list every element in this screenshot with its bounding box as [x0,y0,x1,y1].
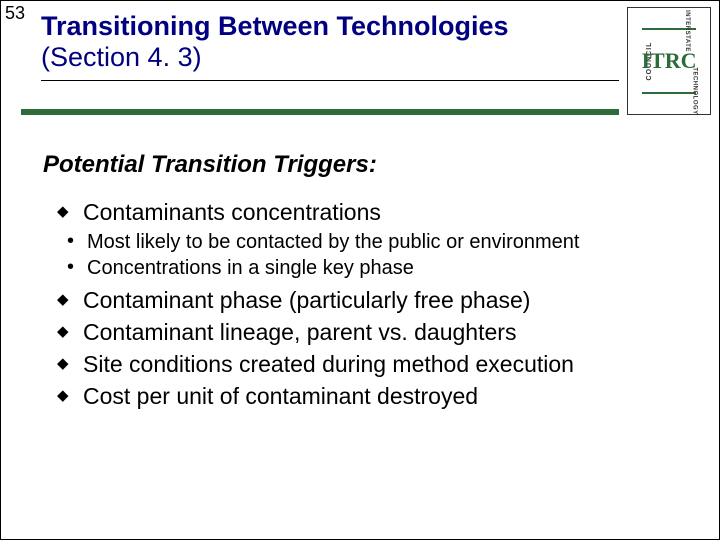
bullet-text: Site conditions created during method ex… [83,351,574,377]
sub-list: Most likely to be contacted by the publi… [57,229,689,281]
bullet-text: Contaminant lineage, parent vs. daughter… [83,319,516,345]
itrc-logo: COUNCIL ITRC INTERSTATE TECHNOLOGY [627,7,711,115]
slide-content: Potential Transition Triggers: Contamina… [43,151,689,413]
title-underline-thick [21,109,619,115]
title-section: (Section 4. 3) [41,42,202,72]
logo-right-top-text: INTERSTATE [684,10,690,52]
title-main: Transitioning Between Technologies [41,11,509,41]
bullet-item: Contaminant phase (particularly free pha… [57,285,689,316]
bullet-item: Contaminant lineage, parent vs. daughter… [57,317,689,348]
page-number: 53 [5,3,25,24]
bullet-item: Site conditions created during method ex… [57,349,689,380]
slide-title: Transitioning Between Technologies (Sect… [41,11,619,73]
bullet-list: Contaminants concentrations Most likely t… [43,197,689,412]
logo-right-bottom-text: TECHNOLOGY [691,67,697,114]
section-heading: Potential Transition Triggers: [43,151,689,179]
slide-header: Transitioning Between Technologies (Sect… [41,11,619,73]
bullet-text: Contaminant phase (particularly free pha… [83,287,530,313]
bullet-text: Contaminants concentrations [83,199,381,225]
bullet-text: Cost per unit of contaminant destroyed [83,383,478,409]
bullet-item: Cost per unit of contaminant destroyed [57,381,689,412]
sub-item: Concentrations in a single key phase [67,255,689,281]
title-underline-thin [41,80,619,81]
bullet-item: Contaminants concentrations [57,197,689,228]
sub-item: Most likely to be contacted by the publi… [67,229,689,255]
